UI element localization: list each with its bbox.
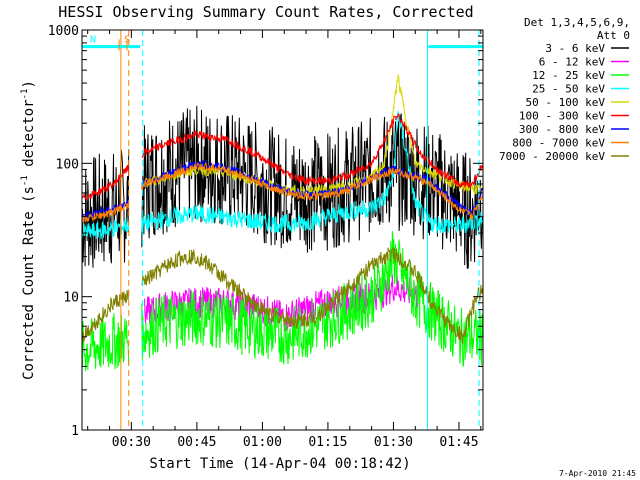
legend-label-7: 800 - 7000 keV xyxy=(512,137,605,150)
footer-timestamp: 7-Apr-2010 21:45 xyxy=(559,469,636,478)
x-axis: 00:30 00:45 01:00 01:15 01:30 01:45 xyxy=(87,30,482,450)
plot-frame xyxy=(81,29,484,431)
x-tick-label-0: 00:30 xyxy=(112,435,151,450)
series-line-8 xyxy=(141,246,483,345)
series-line-5 xyxy=(141,113,483,189)
legend-label-0: 3 - 6 keV xyxy=(545,42,605,55)
y-tick-label-3: 1000 xyxy=(48,24,79,39)
y-tick-label-2: 100 xyxy=(56,157,79,172)
chart-title: HESSI Observing Summary Count Rates, Cor… xyxy=(58,3,473,21)
y-axis-label-sup2: -1 xyxy=(20,89,30,100)
series-line-2 xyxy=(141,230,483,368)
legend-label-8: 7000 - 20000 keV xyxy=(499,150,605,163)
x-tick-label-5: 01:45 xyxy=(439,435,478,450)
legend-label-4: 50 - 100 keV xyxy=(526,96,606,109)
x-tick-label-4: 01:30 xyxy=(374,435,413,450)
legend-header-line2: Att 0 xyxy=(597,29,630,42)
y-axis-label-mid: detector xyxy=(21,99,37,175)
y-axis-label-sup1: -1 xyxy=(20,175,30,186)
legend-label-1: 6 - 12 keV xyxy=(539,56,606,69)
series-line-3 xyxy=(141,111,483,234)
plot-area: SN xyxy=(82,30,483,430)
legend-label-5: 100 - 300 keV xyxy=(519,110,605,123)
x-axis-label: Start Time (14-Apr-04 00:18:42) xyxy=(149,456,410,472)
legend-label-3: 25 - 50 keV xyxy=(532,83,605,96)
series-line-4 xyxy=(144,74,483,197)
series-line-7 xyxy=(141,162,483,221)
legend-header-line1: Det 1,3,4,5,6,9, xyxy=(524,16,630,29)
x-tick-label-1: 00:45 xyxy=(177,435,216,450)
legend-label-2: 12 - 25 keV xyxy=(532,69,605,82)
y-tick-label-0: 1 xyxy=(71,424,79,439)
legend-label-6: 300 - 800 keV xyxy=(519,123,605,136)
y-axis-label: Corrected Count Rate (s-1 detector-1) xyxy=(20,80,37,380)
x-tick-label-3: 01:15 xyxy=(308,435,347,450)
y-tick-label-1: 10 xyxy=(63,291,79,306)
annotation-label-1: N xyxy=(90,35,96,46)
y-axis: 1 10 100 1000 xyxy=(48,24,483,439)
series-line-2 xyxy=(82,313,130,371)
y-axis-label-main: Corrected Count Rate (s xyxy=(21,186,37,380)
x-tick-label-2: 01:00 xyxy=(243,435,282,450)
y-axis-label-end: ) xyxy=(21,80,37,88)
